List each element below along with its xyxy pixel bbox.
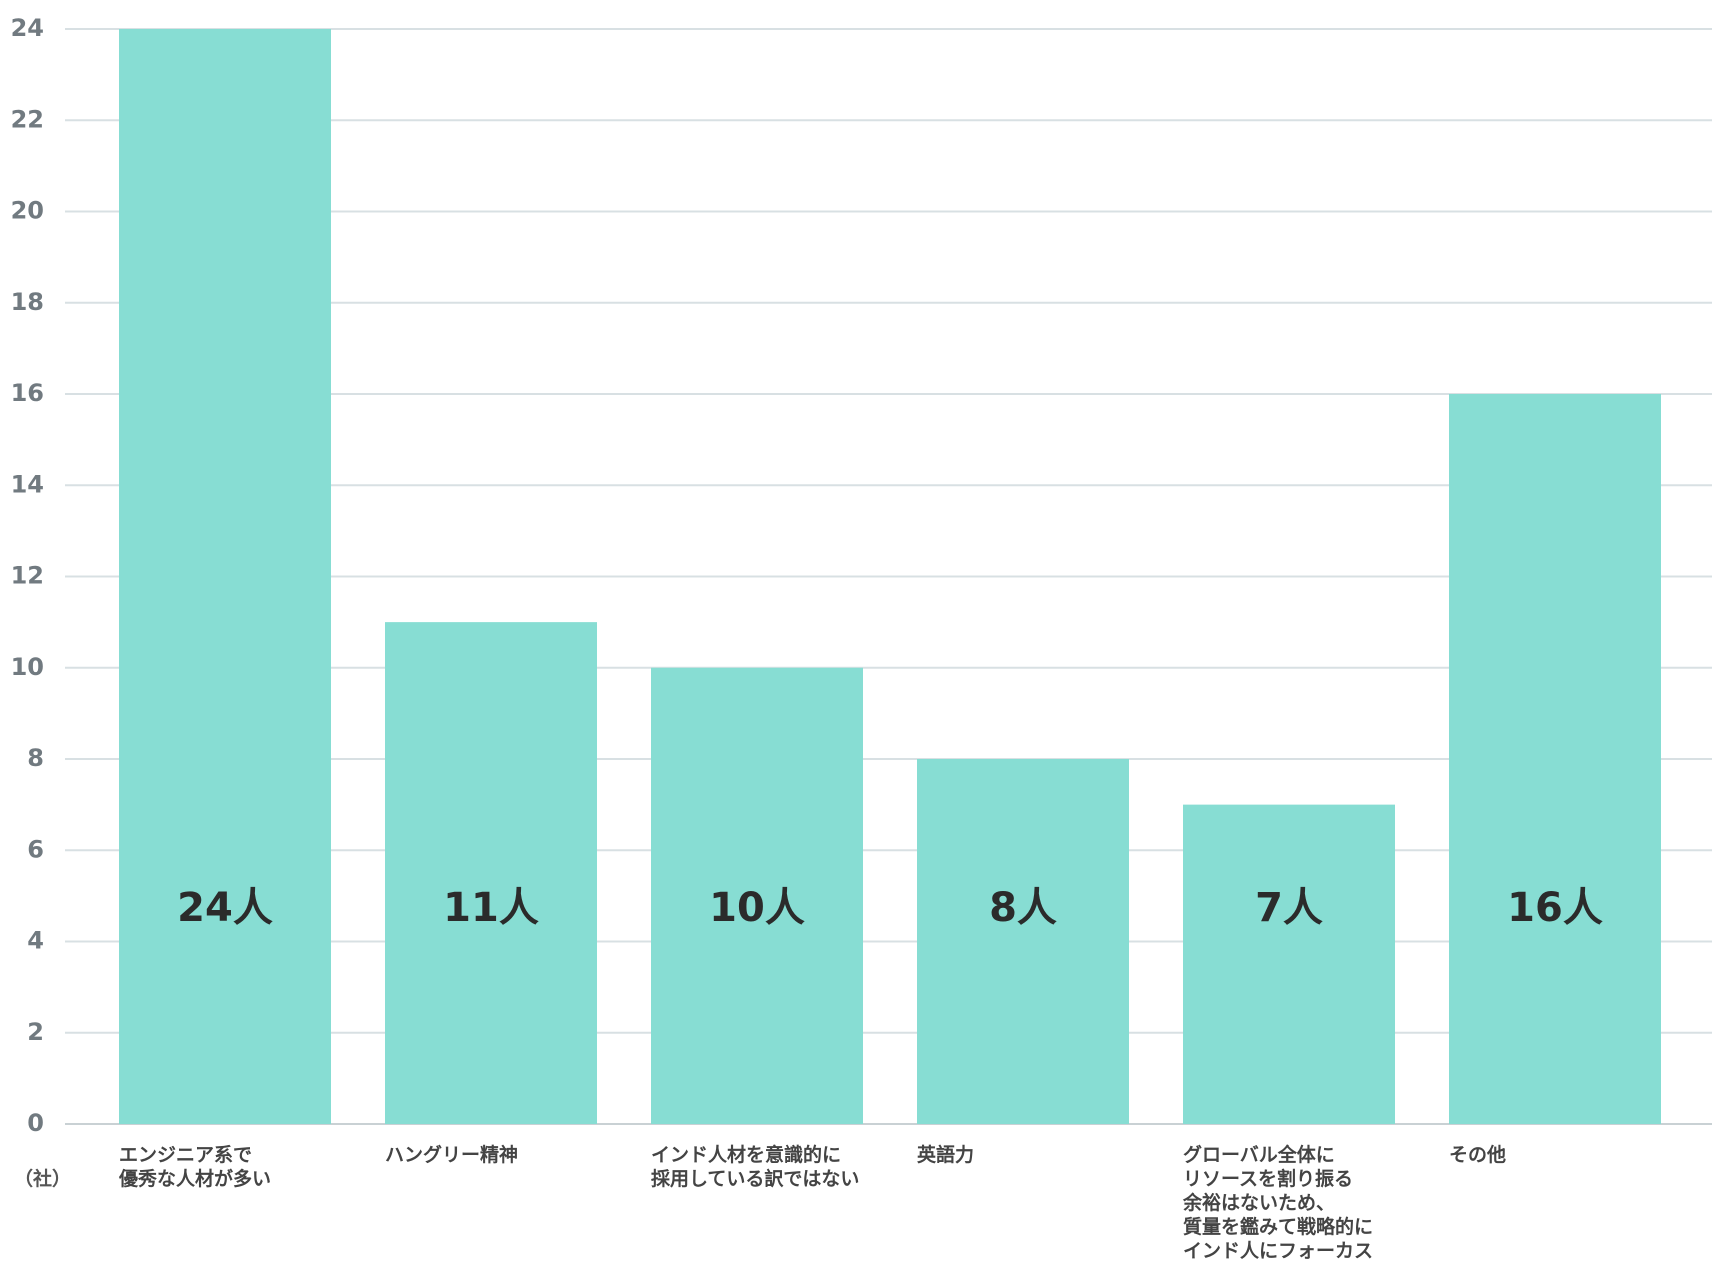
bar-value-label: 11人 <box>443 885 539 931</box>
category-label-line: エンジニア系で <box>119 1144 252 1166</box>
category-label-line: その他 <box>1449 1143 1506 1166</box>
y-tick-label: 6 <box>27 835 44 863</box>
bar-1 <box>385 622 597 1124</box>
bar-value-label: 16人 <box>1507 885 1603 931</box>
y-tick-label: 10 <box>11 653 44 681</box>
bar-5 <box>1449 394 1661 1124</box>
y-tick-label: 24 <box>11 14 44 42</box>
bar-3 <box>917 759 1129 1124</box>
category-label-line: 英語力 <box>917 1143 974 1166</box>
y-tick-label: 16 <box>11 379 44 407</box>
y-tick-label: 18 <box>11 288 44 316</box>
category-label-5: その他 <box>1449 1143 1506 1166</box>
category-label-line: インド人材を意識的に <box>651 1143 841 1166</box>
bar-value-label: 10人 <box>709 885 805 931</box>
y-tick-label: 4 <box>27 927 44 955</box>
category-label-line: 余裕はないため、 <box>1182 1191 1335 1214</box>
gridlines <box>65 28 1712 1125</box>
y-tick-label: 12 <box>11 562 44 590</box>
category-label-line: 質量を鑑みて戦略的に <box>1183 1215 1373 1238</box>
category-label-line: インド人にフォーカス <box>1183 1240 1373 1262</box>
y-axis-unit-label: （社） <box>14 1167 71 1190</box>
y-tick-label: 14 <box>11 470 44 498</box>
y-tick-label: 22 <box>11 105 44 133</box>
category-label-line: 優秀な人材が多い <box>118 1167 271 1190</box>
bar-4 <box>1183 804 1395 1124</box>
category-label-line: ハングリー精神 <box>385 1143 518 1166</box>
y-tick-label: 2 <box>27 1018 44 1046</box>
bar-value-labels: 24人 11人 10人 8人 7人 16人 <box>177 885 1603 931</box>
category-label-1: ハングリー精神 <box>385 1143 518 1166</box>
bar-value-label: 24人 <box>177 885 273 931</box>
category-label-line: 採用している訳ではない <box>651 1167 859 1190</box>
bar-0 <box>119 29 331 1124</box>
bar-value-label: 7人 <box>1255 885 1323 931</box>
category-label-4: グローバル全体にリソースを割り振る余裕はないため、質量を鑑みて戦略的にインド人に… <box>1182 1143 1373 1262</box>
category-label-line: グローバル全体に <box>1183 1143 1335 1166</box>
bar-2 <box>651 667 863 1124</box>
y-tick-label: 20 <box>11 197 44 225</box>
category-label-3: 英語力 <box>917 1143 974 1166</box>
y-tick-label: 8 <box>27 744 44 772</box>
category-label-line: リソースを割り振る <box>1183 1167 1353 1190</box>
y-tick-label: 0 <box>27 1109 44 1137</box>
bar-value-label: 8人 <box>989 885 1057 931</box>
bars <box>119 29 1661 1124</box>
